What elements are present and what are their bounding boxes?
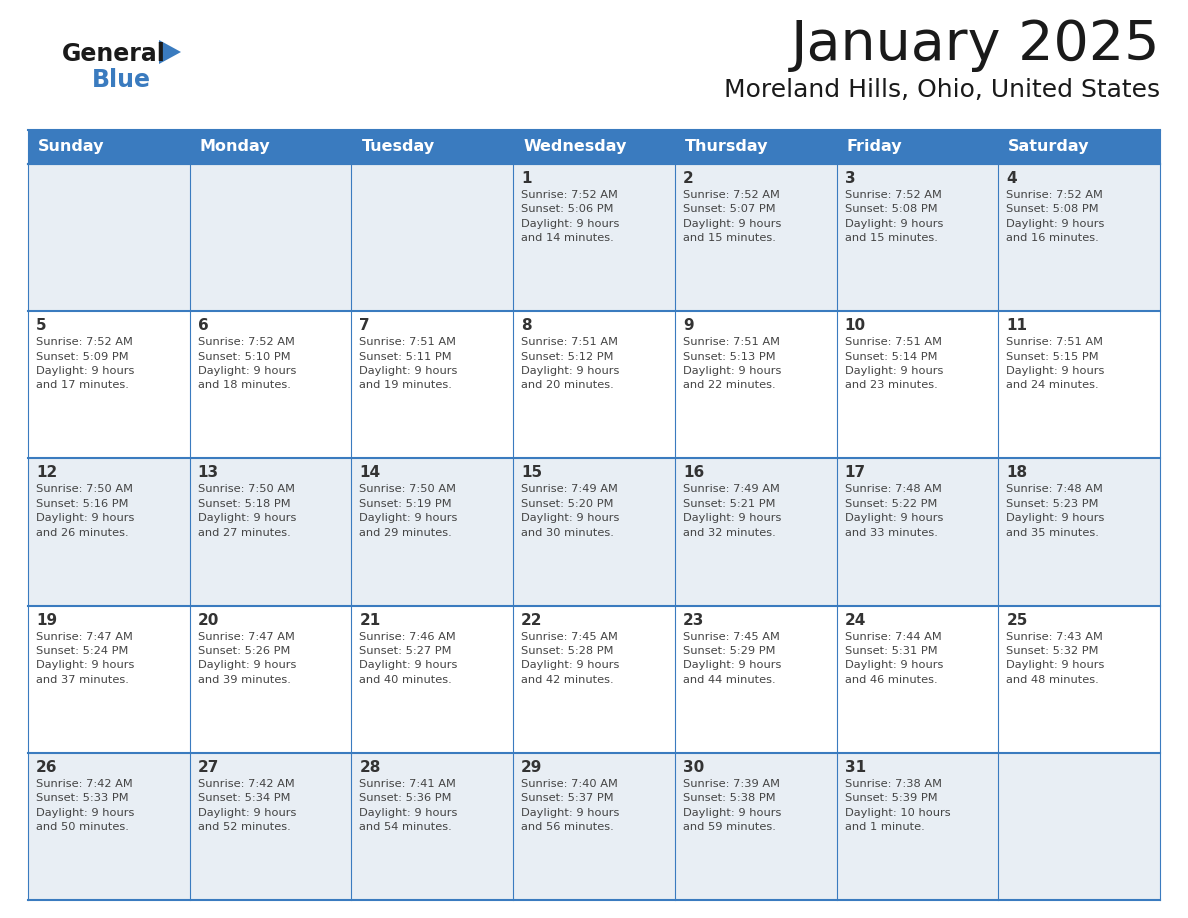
Text: 28: 28 [360,760,381,775]
Text: Moreland Hills, Ohio, United States: Moreland Hills, Ohio, United States [723,78,1159,102]
Text: Sunrise: 7:48 AM
Sunset: 5:23 PM
Daylight: 9 hours
and 35 minutes.: Sunrise: 7:48 AM Sunset: 5:23 PM Dayligh… [1006,485,1105,538]
Text: 5: 5 [36,319,46,333]
Text: Wednesday: Wednesday [523,140,626,154]
Text: 22: 22 [522,612,543,628]
Text: Sunrise: 7:51 AM
Sunset: 5:14 PM
Daylight: 9 hours
and 23 minutes.: Sunrise: 7:51 AM Sunset: 5:14 PM Dayligh… [845,337,943,390]
Text: 3: 3 [845,171,855,186]
Text: Saturday: Saturday [1009,140,1089,154]
Text: 4: 4 [1006,171,1017,186]
Text: General: General [62,42,166,66]
Text: Friday: Friday [847,140,902,154]
Text: Sunrise: 7:51 AM
Sunset: 5:11 PM
Daylight: 9 hours
and 19 minutes.: Sunrise: 7:51 AM Sunset: 5:11 PM Dayligh… [360,337,457,390]
Bar [29,458,1159,606]
Text: Blue: Blue [91,68,151,92]
Text: 26: 26 [36,760,57,775]
Text: Monday: Monday [200,140,271,154]
Text: Sunrise: 7:42 AM
Sunset: 5:34 PM
Daylight: 9 hours
and 52 minutes.: Sunrise: 7:42 AM Sunset: 5:34 PM Dayligh… [197,778,296,832]
Text: Sunrise: 7:44 AM
Sunset: 5:31 PM
Daylight: 9 hours
and 46 minutes.: Sunrise: 7:44 AM Sunset: 5:31 PM Dayligh… [845,632,943,685]
Text: Sunrise: 7:50 AM
Sunset: 5:19 PM
Daylight: 9 hours
and 29 minutes.: Sunrise: 7:50 AM Sunset: 5:19 PM Dayligh… [360,485,457,538]
Text: 20: 20 [197,612,219,628]
Text: 11: 11 [1006,319,1028,333]
Text: 21: 21 [360,612,380,628]
Text: 7: 7 [360,319,369,333]
Text: Sunrise: 7:51 AM
Sunset: 5:13 PM
Daylight: 9 hours
and 22 minutes.: Sunrise: 7:51 AM Sunset: 5:13 PM Dayligh… [683,337,782,390]
Text: Sunrise: 7:50 AM
Sunset: 5:16 PM
Daylight: 9 hours
and 26 minutes.: Sunrise: 7:50 AM Sunset: 5:16 PM Dayligh… [36,485,134,538]
Text: 16: 16 [683,465,704,480]
Text: 9: 9 [683,319,694,333]
Text: Sunrise: 7:42 AM
Sunset: 5:33 PM
Daylight: 9 hours
and 50 minutes.: Sunrise: 7:42 AM Sunset: 5:33 PM Dayligh… [36,778,134,832]
Text: Sunrise: 7:48 AM
Sunset: 5:22 PM
Daylight: 9 hours
and 33 minutes.: Sunrise: 7:48 AM Sunset: 5:22 PM Dayligh… [845,485,943,538]
Text: 18: 18 [1006,465,1028,480]
Text: Sunrise: 7:51 AM
Sunset: 5:12 PM
Daylight: 9 hours
and 20 minutes.: Sunrise: 7:51 AM Sunset: 5:12 PM Dayligh… [522,337,619,390]
Text: Sunrise: 7:52 AM
Sunset: 5:08 PM
Daylight: 9 hours
and 16 minutes.: Sunrise: 7:52 AM Sunset: 5:08 PM Dayligh… [1006,190,1105,243]
Polygon shape [159,40,181,64]
Text: 17: 17 [845,465,866,480]
Text: Sunrise: 7:41 AM
Sunset: 5:36 PM
Daylight: 9 hours
and 54 minutes.: Sunrise: 7:41 AM Sunset: 5:36 PM Dayligh… [360,778,457,832]
Text: Sunrise: 7:52 AM
Sunset: 5:06 PM
Daylight: 9 hours
and 14 minutes.: Sunrise: 7:52 AM Sunset: 5:06 PM Dayligh… [522,190,619,243]
Text: Sunrise: 7:49 AM
Sunset: 5:20 PM
Daylight: 9 hours
and 30 minutes.: Sunrise: 7:49 AM Sunset: 5:20 PM Dayligh… [522,485,619,538]
Text: 10: 10 [845,319,866,333]
Text: January 2025: January 2025 [790,18,1159,72]
Text: Sunrise: 7:40 AM
Sunset: 5:37 PM
Daylight: 9 hours
and 56 minutes.: Sunrise: 7:40 AM Sunset: 5:37 PM Dayligh… [522,778,619,832]
Bar [29,130,1159,164]
Text: 15: 15 [522,465,542,480]
Text: 14: 14 [360,465,380,480]
Text: 6: 6 [197,319,208,333]
Text: 2: 2 [683,171,694,186]
Bar [29,164,1159,311]
Text: 12: 12 [36,465,57,480]
Text: 8: 8 [522,319,532,333]
Text: Sunrise: 7:47 AM
Sunset: 5:24 PM
Daylight: 9 hours
and 37 minutes.: Sunrise: 7:47 AM Sunset: 5:24 PM Dayligh… [36,632,134,685]
Text: 30: 30 [683,760,704,775]
Text: Sunrise: 7:52 AM
Sunset: 5:09 PM
Daylight: 9 hours
and 17 minutes.: Sunrise: 7:52 AM Sunset: 5:09 PM Dayligh… [36,337,134,390]
Bar [29,606,1159,753]
Text: 1: 1 [522,171,532,186]
Text: 31: 31 [845,760,866,775]
Text: 29: 29 [522,760,543,775]
Text: 19: 19 [36,612,57,628]
Text: Sunrise: 7:50 AM
Sunset: 5:18 PM
Daylight: 9 hours
and 27 minutes.: Sunrise: 7:50 AM Sunset: 5:18 PM Dayligh… [197,485,296,538]
Text: 13: 13 [197,465,219,480]
Text: Sunrise: 7:43 AM
Sunset: 5:32 PM
Daylight: 9 hours
and 48 minutes.: Sunrise: 7:43 AM Sunset: 5:32 PM Dayligh… [1006,632,1105,685]
Text: Sunrise: 7:45 AM
Sunset: 5:29 PM
Daylight: 9 hours
and 44 minutes.: Sunrise: 7:45 AM Sunset: 5:29 PM Dayligh… [683,632,782,685]
Bar [29,753,1159,900]
Text: 24: 24 [845,612,866,628]
Text: Sunrise: 7:49 AM
Sunset: 5:21 PM
Daylight: 9 hours
and 32 minutes.: Sunrise: 7:49 AM Sunset: 5:21 PM Dayligh… [683,485,782,538]
Text: 27: 27 [197,760,219,775]
Bar [29,311,1159,458]
Text: Sunrise: 7:52 AM
Sunset: 5:10 PM
Daylight: 9 hours
and 18 minutes.: Sunrise: 7:52 AM Sunset: 5:10 PM Dayligh… [197,337,296,390]
Text: Sunrise: 7:52 AM
Sunset: 5:08 PM
Daylight: 9 hours
and 15 minutes.: Sunrise: 7:52 AM Sunset: 5:08 PM Dayligh… [845,190,943,243]
Text: Sunrise: 7:51 AM
Sunset: 5:15 PM
Daylight: 9 hours
and 24 minutes.: Sunrise: 7:51 AM Sunset: 5:15 PM Dayligh… [1006,337,1105,390]
Text: Sunrise: 7:39 AM
Sunset: 5:38 PM
Daylight: 9 hours
and 59 minutes.: Sunrise: 7:39 AM Sunset: 5:38 PM Dayligh… [683,778,782,832]
Text: 23: 23 [683,612,704,628]
Text: Thursday: Thursday [684,140,769,154]
Text: Sunrise: 7:52 AM
Sunset: 5:07 PM
Daylight: 9 hours
and 15 minutes.: Sunrise: 7:52 AM Sunset: 5:07 PM Dayligh… [683,190,782,243]
Text: Sunrise: 7:46 AM
Sunset: 5:27 PM
Daylight: 9 hours
and 40 minutes.: Sunrise: 7:46 AM Sunset: 5:27 PM Dayligh… [360,632,457,685]
Text: Tuesday: Tuesday [361,140,435,154]
Text: Sunrise: 7:47 AM
Sunset: 5:26 PM
Daylight: 9 hours
and 39 minutes.: Sunrise: 7:47 AM Sunset: 5:26 PM Dayligh… [197,632,296,685]
Text: Sunrise: 7:38 AM
Sunset: 5:39 PM
Daylight: 10 hours
and 1 minute.: Sunrise: 7:38 AM Sunset: 5:39 PM Dayligh… [845,778,950,832]
Text: Sunrise: 7:45 AM
Sunset: 5:28 PM
Daylight: 9 hours
and 42 minutes.: Sunrise: 7:45 AM Sunset: 5:28 PM Dayligh… [522,632,619,685]
Text: 25: 25 [1006,612,1028,628]
Text: Sunday: Sunday [38,140,105,154]
